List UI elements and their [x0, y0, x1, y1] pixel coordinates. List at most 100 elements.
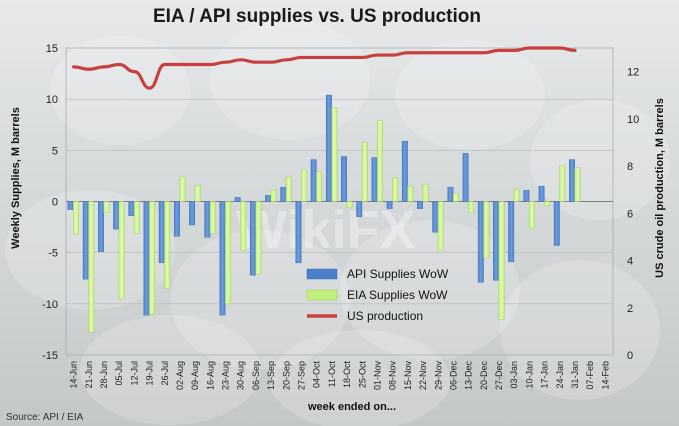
x-tick-label: 05-Jul — [114, 361, 124, 386]
eia-bar — [498, 201, 505, 320]
api-bar — [417, 201, 423, 209]
x-tick-label: 29-Nov — [433, 361, 443, 391]
x-tick-label: 28-Jun — [99, 361, 109, 389]
api-bar — [569, 159, 575, 202]
api-bar — [538, 185, 545, 202]
barrel-shape-0 — [50, 35, 190, 145]
api-bar — [341, 156, 347, 202]
y-right-tick-label: 4 — [627, 256, 633, 268]
legend-swatch-0 — [306, 268, 338, 280]
api-bar — [280, 186, 287, 202]
watermark-text: WikiFX — [236, 200, 416, 260]
x-tick-label: 06-Sep — [251, 361, 261, 390]
eia-bar — [559, 165, 566, 202]
legend-swatch-1 — [306, 289, 338, 301]
y-right-tick-label: 2 — [627, 303, 633, 315]
eia-bar — [316, 171, 323, 202]
barrel-shape-9 — [270, 330, 450, 426]
eia-bar — [179, 176, 186, 202]
x-tick-label: 31-Jan — [570, 361, 580, 389]
barrel-shape-8 — [80, 315, 260, 425]
api-bar — [386, 201, 393, 209]
api-bar — [189, 201, 196, 226]
x-tick-label: 18-Oct — [342, 361, 352, 389]
eia-bar — [225, 201, 231, 305]
x-tick-label: 13-Dec — [464, 361, 474, 391]
x-tick-label: 25-Oct — [357, 361, 367, 389]
api-bar — [447, 186, 454, 202]
y-left-tick-label: -15 — [42, 350, 58, 362]
y-left-tick-label: 15 — [46, 43, 58, 55]
api-bar — [173, 201, 180, 237]
barrel-shape-2 — [395, 40, 545, 150]
eia-bar — [73, 201, 79, 235]
api-bar — [219, 201, 226, 316]
api-bar — [249, 201, 256, 276]
x-tick-label: 13-Sep — [266, 361, 276, 390]
api-bar — [553, 201, 560, 246]
y-right-tick-label: 6 — [627, 208, 633, 220]
x-tick-label: 01-Nov — [372, 361, 382, 391]
x-tick-label: 24-Jan — [555, 361, 565, 389]
x-tick-label: 11-Oct — [327, 361, 337, 388]
y-axis-left-label: Weekly Supplies, M barrels — [10, 107, 22, 249]
x-tick-label: 27-Dec — [494, 361, 504, 391]
source-note: Source: API / EIA — [6, 412, 84, 423]
api-bar — [310, 159, 317, 202]
y-left-tick-label: -5 — [48, 248, 58, 260]
x-tick-label: 10-Jan — [524, 361, 534, 389]
legend: API Supplies WoW EIA Supplies WoW US produ… — [306, 267, 449, 323]
barrel-shape-6 — [340, 220, 520, 360]
eia-bar — [301, 169, 307, 202]
x-tick-label: 03-Jan — [509, 361, 519, 389]
api-bar — [234, 197, 241, 202]
eia-bar — [118, 201, 125, 299]
x-axis-label: week ended on... — [307, 401, 396, 413]
eia-bar — [164, 201, 171, 289]
api-bar — [401, 140, 408, 202]
x-tick-label: 08-Nov — [388, 361, 398, 391]
x-tick-label: 07-Feb — [585, 361, 595, 390]
api-bar — [82, 201, 89, 280]
barrel-shape-1 — [210, 20, 370, 140]
x-tick-label: 12-Jul — [129, 361, 139, 386]
eia-bar — [331, 107, 338, 202]
api-bar — [158, 201, 165, 264]
api-bar — [477, 201, 484, 283]
eia-bar — [149, 201, 155, 315]
barrel-shape-7 — [500, 260, 660, 400]
eia-bar — [452, 193, 459, 202]
api-bar — [143, 201, 150, 316]
y-left-tick-label: 5 — [52, 145, 58, 157]
x-tick-label: 09-Aug — [190, 361, 200, 390]
api-bar — [462, 153, 469, 202]
api-bar — [493, 201, 499, 281]
eia-bar — [361, 141, 368, 202]
x-tick-label: 15-Nov — [403, 361, 413, 391]
api-bar — [325, 94, 332, 202]
eia-bar — [513, 189, 520, 202]
y-right-tick-label: 10 — [627, 114, 639, 126]
eia-bar — [437, 201, 444, 251]
api-bar — [98, 201, 104, 252]
api-bar — [113, 201, 120, 230]
eia-bar — [88, 201, 95, 333]
eia-bar — [194, 184, 201, 202]
eia-bar — [574, 167, 581, 202]
eia-bar — [544, 201, 550, 206]
legend-label-1: EIA Supplies WoW — [347, 288, 448, 302]
production-line — [71, 46, 577, 90]
eia-bar — [468, 201, 475, 213]
api-bar — [371, 157, 378, 202]
x-tick-label: 06-Dec — [448, 361, 458, 391]
api-bar — [523, 190, 530, 202]
y-right-tick-label: 8 — [627, 161, 633, 173]
x-tick-label: 23-Aug — [221, 361, 231, 390]
x-tick-label: 19-Jul — [145, 361, 155, 386]
x-tick-label: 30-Aug — [236, 361, 246, 390]
x-tick-label: 22-Nov — [418, 361, 428, 391]
chart-title: EIA / API supplies vs. US production — [153, 6, 481, 27]
eia-bar — [133, 201, 140, 234]
x-tick-label: 14-Jun — [69, 361, 79, 389]
eia-bar — [209, 201, 216, 234]
